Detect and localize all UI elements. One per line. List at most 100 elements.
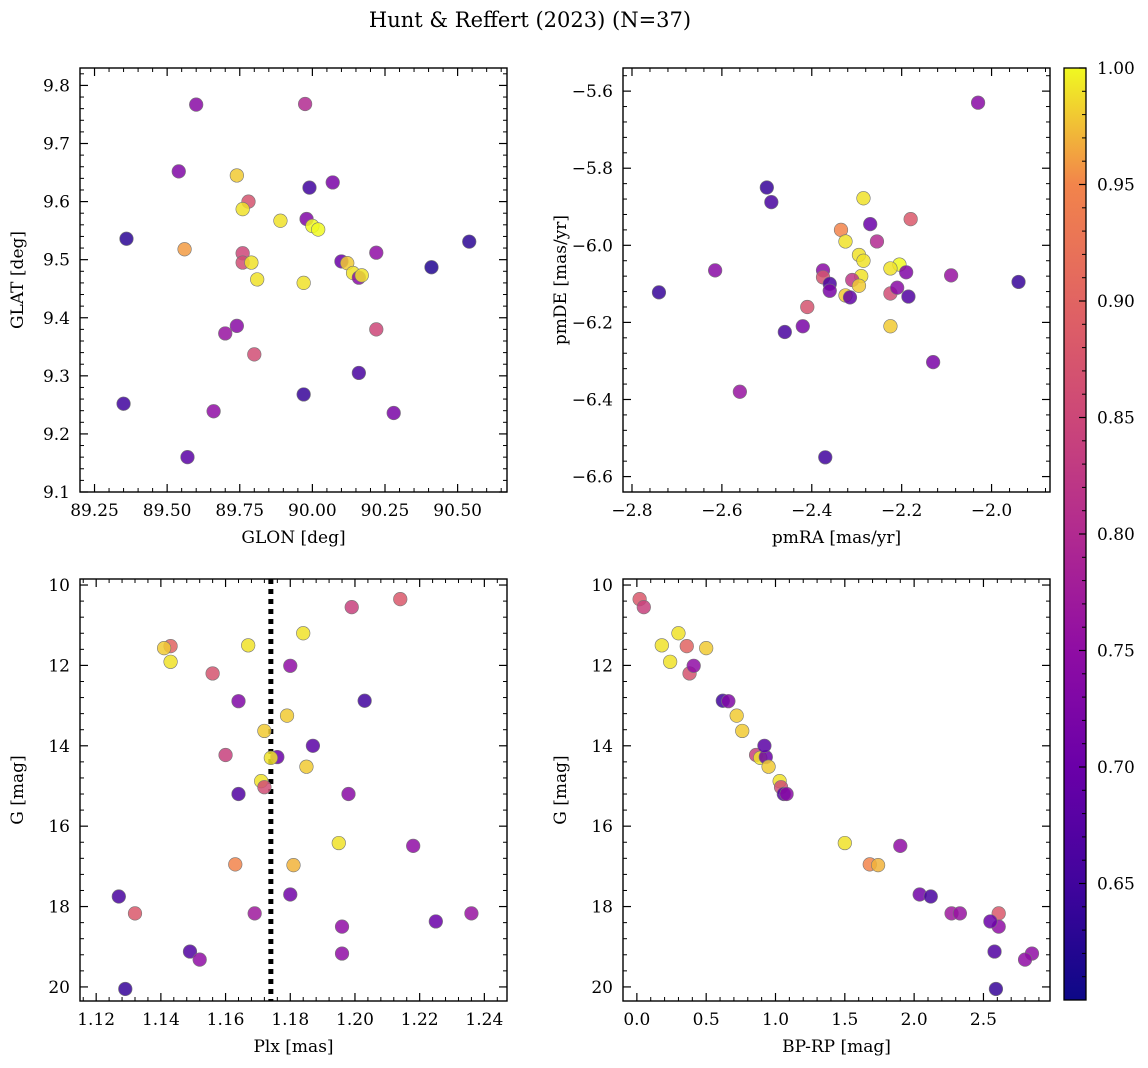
scatter-point: [869, 234, 885, 249]
y-tick-label: 9.1: [43, 483, 70, 503]
y-tick-label: −5.8: [572, 159, 613, 179]
y-tick-label: 18: [48, 898, 70, 918]
scatter-point: [171, 164, 186, 179]
x-tick-label: 1.18: [271, 1010, 309, 1030]
scatter-point: [679, 639, 694, 654]
scatter-point: [987, 944, 1002, 959]
scatter-point: [111, 889, 126, 904]
y-tick-label: 10: [48, 576, 70, 596]
scatter-point: [686, 658, 701, 673]
scatter-point: [235, 202, 250, 217]
y-tick-label: 9.7: [43, 135, 70, 155]
scatter-point: [163, 654, 178, 669]
x-tick-label: −2.2: [881, 501, 922, 521]
scatter-point: [671, 626, 686, 641]
scatter-point: [386, 405, 401, 421]
scatter-point: [369, 322, 384, 337]
x-tick-label: 90.50: [433, 501, 482, 521]
scatter-point: [257, 780, 272, 795]
scatter-point: [369, 245, 384, 260]
scatter-point: [393, 591, 408, 607]
scatter-point: [231, 694, 246, 709]
scatter-point: [761, 759, 776, 774]
scatter-point: [299, 759, 314, 774]
scatter-point: [851, 278, 867, 293]
scatter-point: [247, 906, 262, 921]
scatter-point: [250, 272, 265, 287]
scatter-point: [311, 222, 326, 237]
y-tick-label: 9.2: [43, 425, 70, 445]
scatter-point: [357, 693, 372, 708]
scatter-point: [244, 255, 259, 270]
scatter-point: [838, 234, 853, 249]
y-tick-label: 9.4: [43, 309, 70, 329]
scatter-point: [305, 738, 321, 753]
scatter-point: [157, 641, 172, 656]
y-tick-label: 9.8: [43, 76, 70, 96]
y-axis-label: GLAT [deg]: [8, 231, 28, 329]
scatter-point: [651, 285, 667, 300]
scatter-point: [842, 290, 858, 305]
y-tick-label: 18: [591, 898, 613, 918]
scatter-point: [837, 835, 852, 851]
scatter-point: [926, 355, 941, 370]
colorbar-tick-label: 0.85: [1097, 409, 1135, 429]
axes-frame: [79, 67, 508, 493]
scatter-point: [699, 641, 714, 656]
y-tick-label: −6.2: [572, 313, 613, 333]
scatter-point: [283, 658, 298, 673]
scatter-point: [231, 786, 246, 802]
scatter-point: [334, 946, 350, 961]
scatter-point: [863, 217, 878, 232]
y-tick-label: 9.5: [43, 251, 70, 271]
scatter-point: [354, 268, 369, 283]
scatter-point: [119, 231, 134, 246]
colorbar-tick-label: 0.75: [1097, 642, 1135, 662]
scatter-point: [279, 708, 295, 723]
scatter-points: [651, 95, 1026, 465]
scatter-point: [870, 858, 886, 873]
scatter-point: [302, 180, 317, 195]
scatter-point: [406, 838, 421, 853]
x-axis-label: BP-RP [mag]: [782, 1037, 891, 1057]
scatter-point: [424, 260, 439, 275]
x-tick-label: 2.0: [901, 1010, 928, 1030]
scatter-point: [462, 234, 477, 249]
scatter-point: [944, 268, 959, 283]
scatter-point: [988, 981, 1004, 997]
axes-frame: [622, 578, 1051, 1002]
scatter-point: [229, 318, 244, 333]
scatter-point: [893, 838, 908, 853]
scatter-points: [111, 591, 479, 997]
y-tick-label: 12: [591, 656, 613, 676]
scatter-point: [428, 914, 443, 929]
scatter-point: [923, 889, 938, 904]
panel-cmd: 0.0 0.5 1.0 1.5 2.0 2.5 10 12 14 16 18 20 BP-RP [mag…: [551, 576, 1051, 1057]
y-tick-label: −6.0: [572, 236, 613, 256]
scatter-point: [118, 981, 133, 997]
scatter-point: [856, 191, 871, 206]
x-tick-label: 1.14: [142, 1010, 180, 1030]
scatter-point: [116, 396, 131, 411]
scatter-point: [296, 275, 311, 291]
scatter-point: [218, 326, 233, 341]
x-tick-label: −2.4: [791, 501, 832, 521]
y-axis-label: G [mag]: [8, 755, 28, 824]
scatter-point: [218, 747, 233, 763]
scatter-point: [341, 786, 356, 802]
x-tick-label: 89.75: [215, 501, 264, 521]
x-tick-label: 1.0: [762, 1010, 789, 1030]
scatter-point: [331, 835, 346, 851]
scatter-point: [298, 96, 313, 112]
scatter-point: [732, 384, 747, 399]
colorbar-tick-label: 0.95: [1097, 176, 1135, 196]
x-tick-label: 1.20: [336, 1010, 374, 1030]
x-tick-label: 2.5: [970, 1010, 997, 1030]
scatter-points: [116, 96, 477, 465]
scatter-point: [127, 906, 143, 921]
scatter-point: [883, 261, 898, 276]
scatter-point: [856, 253, 871, 268]
y-tick-label: 14: [48, 737, 70, 757]
x-tick-label: 90.25: [361, 501, 410, 521]
colorbar-tick-label: 0.90: [1097, 292, 1135, 312]
